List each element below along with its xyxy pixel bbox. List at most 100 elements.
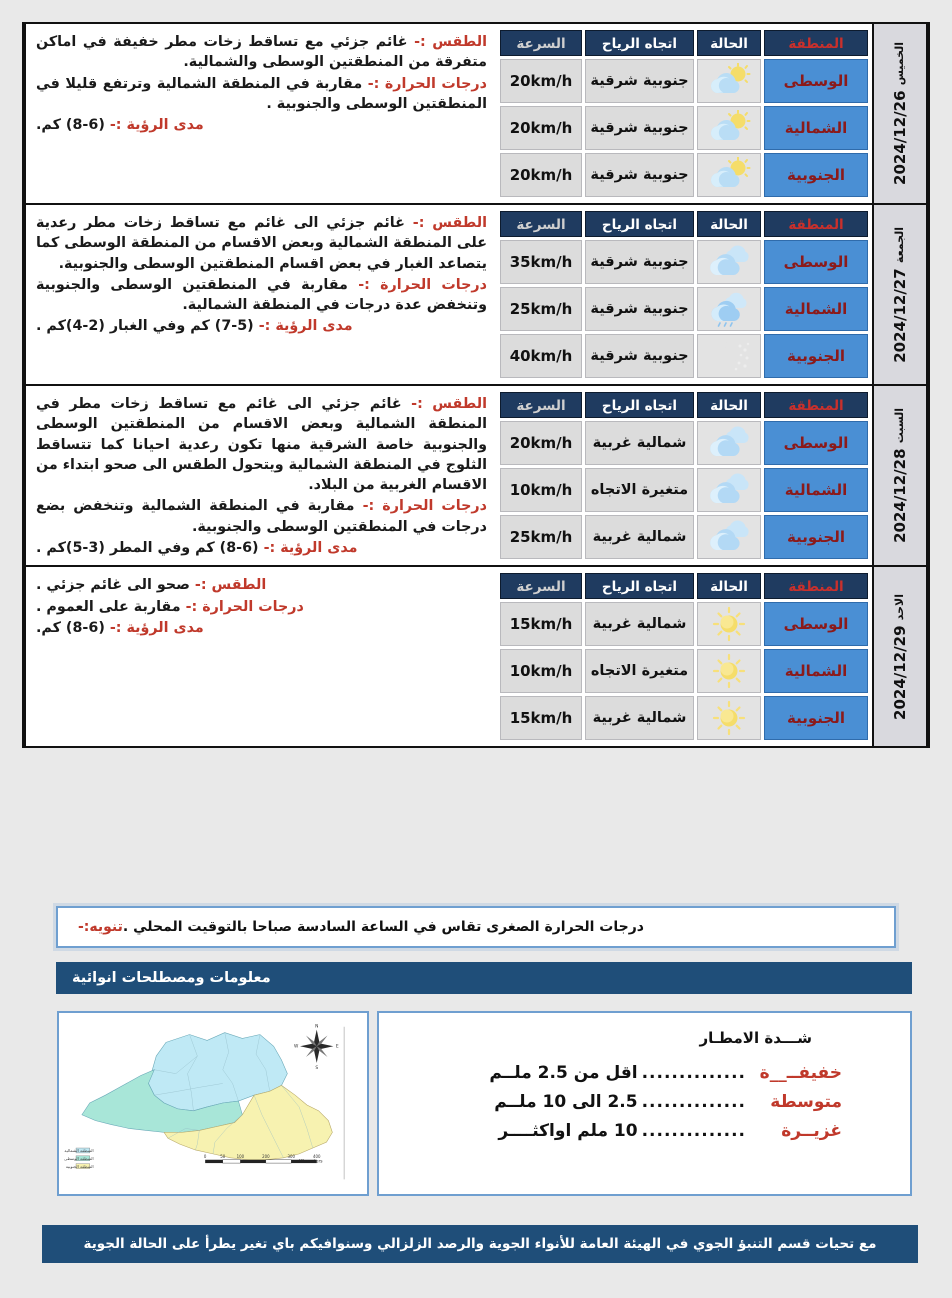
day-row: الجمعة 2024/12/27 المنطقة الحالة اتجاه ا… xyxy=(24,205,928,386)
date-label: السبت 2024/12/28 xyxy=(891,408,909,543)
weather-line: الطقس :- صحو الى غائم جزئي . xyxy=(36,575,487,595)
forecast-table: الخميس 2024/12/26 المنطقة الحالة اتجاه ا… xyxy=(22,22,930,749)
rain-intensity-dots: .............. xyxy=(641,1092,746,1112)
cell-speed: 25km/h xyxy=(500,515,582,559)
conditions-table: المنطقة الحالة اتجاه الرياح السرعة الوسط… xyxy=(499,24,872,203)
table-header-row: المنطقة الحالة اتجاه الرياح السرعة xyxy=(500,392,868,418)
cell-speed: 20km/h xyxy=(500,59,582,103)
table-row: الوسطى شمالية غربية 20km/h xyxy=(500,421,868,465)
cell-region: الشمالية xyxy=(764,468,868,512)
temperature-label: درجات الحرارة :- xyxy=(185,598,304,615)
table-row: الشمالية جنوبية xyxy=(500,106,868,150)
date-value: 2024/12/26 xyxy=(891,90,909,185)
header-region: المنطقة xyxy=(764,573,868,600)
cell-speed: 15km/h xyxy=(500,696,582,741)
table-row: الشمالية متغير xyxy=(500,649,868,694)
cell-region: الوسطى xyxy=(764,59,868,103)
temperature-text: مقاربة في المنطقتين الوسطى والجنوبية وتن… xyxy=(36,276,487,314)
day-row: الاحد 2024/12/29 المنطقة الحالة اتجاه ال… xyxy=(24,567,928,747)
svg-text:100: 100 xyxy=(237,1154,245,1159)
visibility-text: (6-8) كم. xyxy=(36,619,105,636)
rain-intensity-panel: شـــدة الامطـار خفيفــ__ة ..............… xyxy=(377,1011,912,1196)
visibility-line: مدى الرؤية :- (6-8) كم. xyxy=(36,618,487,638)
weekday-label: الاحد xyxy=(893,593,906,621)
map-legend-label-north: المنطقة الشمالية xyxy=(64,1148,93,1153)
weekday-label: الجمعة xyxy=(893,226,906,263)
visibility-label: مدى الرؤية :- xyxy=(109,619,204,636)
cell-state xyxy=(697,59,761,103)
header-wind-direction: اتجاه الرياح xyxy=(585,30,694,56)
cell-speed: 40km/h xyxy=(500,334,582,378)
cell-wind-direction: جنوبية شرقية xyxy=(585,59,694,103)
table-row: الجنوبية جنوبية xyxy=(500,153,868,197)
date-strip: السبت 2024/12/28 xyxy=(872,386,928,566)
cell-state xyxy=(697,468,761,512)
temperature-label: درجات الحرارة :- xyxy=(358,276,488,293)
map-scale-unit: Kilometers xyxy=(299,1159,323,1165)
cell-state xyxy=(697,153,761,197)
header-state: الحالة xyxy=(697,392,761,418)
visibility-label: مدى الرؤية :- xyxy=(258,318,353,335)
cell-region: الجنوبية xyxy=(764,153,868,197)
header-speed: السرعة xyxy=(500,392,582,418)
rain-cloud-icon xyxy=(711,292,747,327)
table-header-row: المنطقة الحالة اتجاه الرياح السرعة xyxy=(500,30,868,56)
header-wind-direction: اتجاه الرياح xyxy=(585,573,694,600)
temperature-text: مقاربة في المنطقة الشمالية وترتفع قليلا … xyxy=(36,75,487,112)
cell-speed: 20km/h xyxy=(500,106,582,150)
visibility-line: مدى الرؤية :- (6-8) كم وفي المطر (3-5)كم… xyxy=(36,538,487,558)
rain-intensity-value: 2.5 الى 10 ملــم xyxy=(494,1092,638,1112)
day-description: الطقس :- غائم جزئي الى غائم مع تساقط زخا… xyxy=(24,386,499,566)
partly-cloudy-icon xyxy=(711,110,751,140)
date-label: الخميس 2024/12/26 xyxy=(891,42,909,185)
map-scale-bar: 0 50 100 200 300 400 Kilometers xyxy=(204,1154,323,1165)
cell-region: الوسطى xyxy=(764,421,868,465)
weather-label: الطقس :- xyxy=(414,34,487,50)
cell-state xyxy=(697,602,761,647)
cell-speed: 10km/h xyxy=(500,649,582,694)
header-speed: السرعة xyxy=(500,30,582,56)
date-label: الجمعة 2024/12/27 xyxy=(891,227,909,363)
header-region: المنطقة xyxy=(764,211,868,237)
compass-rose-icon: N S E W xyxy=(294,1024,339,1071)
partly-cloudy-icon xyxy=(711,63,751,93)
cell-wind-direction: جنوبية شرقية xyxy=(585,106,694,150)
weather-label: الطقس :- xyxy=(412,215,488,231)
cell-state xyxy=(697,240,761,284)
table-header-row: المنطقة الحالة اتجاه الرياح السرعة xyxy=(500,211,868,237)
rain-intensity-value: اقل من 2.5 ملــم xyxy=(489,1063,638,1083)
header-wind-direction: اتجاه الرياح xyxy=(585,392,694,418)
cell-wind-direction: متغيرة الاتجاه xyxy=(585,468,694,512)
cell-region: الشمالية xyxy=(764,287,868,331)
cell-state xyxy=(697,649,761,694)
rain-intensity-dots: .............. xyxy=(641,1063,746,1083)
temperature-label: درجات الحرارة :- xyxy=(362,498,488,515)
sunny-icon xyxy=(712,607,746,642)
cell-state xyxy=(697,696,761,741)
cell-region: الجنوبية xyxy=(764,515,868,559)
table-row: الشمالية متغيرة الاتجاه 10km/h xyxy=(500,468,868,512)
day-description: الطقس :- غائم جزئي مع تساقط زخات مطر خفي… xyxy=(24,24,499,203)
header-region: المنطقة xyxy=(764,392,868,418)
day-description: الطقس :- غائم جزئي الى غائم مع تساقط زخا… xyxy=(24,205,499,384)
weather-label: الطقس :- xyxy=(194,577,267,594)
rain-intensity-name: خفيفــ__ة xyxy=(759,1063,842,1083)
cell-state xyxy=(697,287,761,331)
cell-wind-direction: شمالية غربية xyxy=(585,602,694,647)
iraq-regions-map: N S E W المنطقة الشمالية المنطقة الوسطى … xyxy=(57,1011,369,1196)
rain-intensity-name: غزيــرة xyxy=(781,1121,842,1141)
cloudy-icon xyxy=(710,245,749,275)
header-speed: السرعة xyxy=(500,211,582,237)
date-strip: الجمعة 2024/12/27 xyxy=(872,205,928,384)
weekday-label: السبت xyxy=(893,408,906,444)
rain-intensity-item: غزيــرة .............. 10 ملم اواكثــــر xyxy=(399,1121,842,1141)
cell-region: الشمالية xyxy=(764,649,868,694)
weather-text: غائم جزئي مع تساقط زخات مطر خفيفة في اما… xyxy=(36,34,487,71)
weather-line: الطقس :- غائم جزئي مع تساقط زخات مطر خفي… xyxy=(36,32,487,73)
table-row: الجنوبية شمالية غربية 25km/h xyxy=(500,515,868,559)
rain-intensity-item: متوسطة .............. 2.5 الى 10 ملــم xyxy=(399,1092,842,1112)
header-state: الحالة xyxy=(697,573,761,600)
cell-region: الشمالية xyxy=(764,106,868,150)
temperature-text: مقاربة في المنطقة الشمالية وتنخفض بضع در… xyxy=(36,498,487,535)
